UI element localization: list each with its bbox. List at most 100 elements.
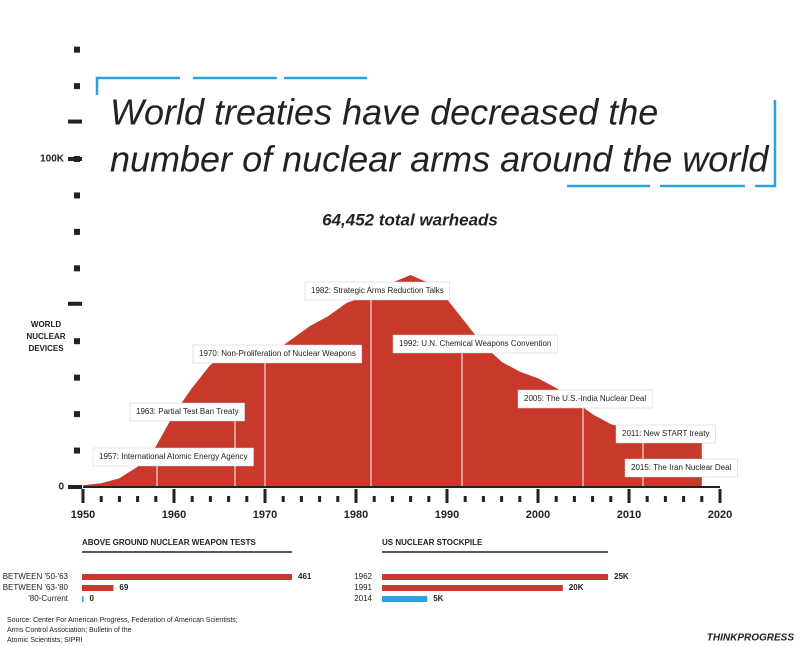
x-tick-label: 2020 bbox=[708, 509, 732, 521]
x-tick bbox=[627, 489, 631, 503]
bar-category: BETWEEN '50-'63 bbox=[3, 572, 69, 581]
x-minor-tick bbox=[409, 496, 413, 502]
y-decor bbox=[74, 46, 80, 53]
y-decor bbox=[74, 83, 80, 90]
source: Atomic Scientists; SIPRI bbox=[7, 637, 83, 644]
x-minor-tick bbox=[190, 496, 194, 502]
x-tick-label: 1950 bbox=[71, 509, 95, 521]
x-minor-tick bbox=[336, 496, 340, 502]
x-tick bbox=[718, 489, 722, 503]
y-label: WORLD bbox=[31, 320, 61, 329]
y-decor bbox=[74, 192, 80, 199]
y-decor bbox=[74, 411, 80, 418]
source: Source: Center For American Progress, Fe… bbox=[7, 617, 238, 624]
x-minor-tick bbox=[136, 496, 140, 502]
annotation: 1963: Partial Test Ban Treaty bbox=[136, 407, 239, 416]
y-label: NUCLEAR bbox=[26, 332, 65, 341]
bar bbox=[382, 585, 563, 591]
bar-value-label: 0 bbox=[90, 594, 95, 603]
subtitle: 64,452 total warheads bbox=[322, 210, 498, 229]
annotation: 2011: New START treaty bbox=[622, 429, 709, 438]
annotation: 1957: International Atomic Energy Agency bbox=[99, 452, 248, 461]
annotation-box bbox=[92, 447, 254, 467]
x-minor-tick bbox=[227, 496, 231, 502]
y-decor bbox=[74, 338, 80, 345]
title-line: World treaties have decreased the bbox=[110, 92, 658, 133]
annotation-box bbox=[615, 424, 716, 444]
title-bracket bbox=[95, 76, 777, 188]
x-minor-tick bbox=[700, 496, 704, 502]
annotation-box bbox=[624, 458, 738, 478]
x-minor-tick bbox=[299, 496, 303, 502]
annotation: 2005: The U.S.-India Nuclear Deal bbox=[524, 394, 646, 403]
y-decor bbox=[74, 447, 80, 454]
x-minor-tick bbox=[682, 496, 686, 502]
bar bbox=[382, 574, 608, 580]
x-tick-label: 1980 bbox=[344, 509, 368, 521]
annotation-box bbox=[192, 344, 363, 364]
x-minor-tick bbox=[208, 496, 212, 502]
bar-value-label: 5K bbox=[433, 594, 443, 603]
bar-category: 1962 bbox=[354, 572, 372, 581]
title-line: number of nuclear arms around the world bbox=[110, 139, 769, 180]
x-tick-label: 1990 bbox=[435, 509, 459, 521]
x-tick bbox=[445, 489, 449, 503]
x-minor-tick bbox=[427, 496, 431, 502]
source: Arms Control Association; Bulletin of th… bbox=[7, 627, 132, 634]
bar bbox=[82, 574, 292, 580]
x-tick bbox=[172, 489, 176, 503]
y-decor bbox=[74, 228, 80, 235]
y-decor bbox=[74, 265, 80, 272]
annotation-box bbox=[304, 281, 451, 301]
annotation: 1982: Strategic Arms Reduction Talks bbox=[311, 286, 444, 295]
x-minor-tick bbox=[117, 496, 121, 502]
section-title: US NUCLEAR STOCKPILE bbox=[382, 538, 483, 547]
x-minor-tick bbox=[318, 496, 322, 502]
x-tick-label: 1970 bbox=[253, 509, 277, 521]
y-decor bbox=[74, 374, 80, 381]
y-tick bbox=[68, 485, 82, 489]
x-minor-tick bbox=[500, 496, 504, 502]
annotation-box bbox=[392, 334, 558, 354]
x-minor-tick bbox=[554, 496, 558, 502]
bar-category: BETWEEN '63-'80 bbox=[3, 583, 69, 592]
x-tick-label: 2010 bbox=[617, 509, 641, 521]
x-minor-tick bbox=[372, 496, 376, 502]
annotation-box bbox=[517, 389, 653, 409]
logo: THINKPROGRESS bbox=[707, 633, 795, 644]
x-tick-label: 2000 bbox=[526, 509, 550, 521]
bar-value-label: 25K bbox=[614, 572, 629, 581]
y-decor bbox=[68, 301, 82, 306]
bar-value-label: 461 bbox=[298, 572, 312, 581]
annotation: 1970: Non-Proliferation of Nuclear Weapo… bbox=[199, 349, 356, 358]
x-tick-label: 1960 bbox=[162, 509, 186, 521]
y-tick-label: 100K bbox=[40, 154, 65, 165]
x-minor-tick bbox=[481, 496, 485, 502]
y-tick-label: 0 bbox=[58, 482, 64, 493]
section-title: ABOVE GROUND NUCLEAR WEAPON TESTS bbox=[82, 538, 256, 547]
x-minor-tick bbox=[463, 496, 467, 502]
bar-category: '80-Current bbox=[28, 594, 69, 603]
bar bbox=[82, 585, 114, 591]
x-minor-tick bbox=[609, 496, 613, 502]
x-minor-tick bbox=[281, 496, 285, 502]
annotation-box bbox=[129, 402, 245, 422]
x-minor-tick bbox=[663, 496, 667, 502]
bar-category: 2014 bbox=[354, 594, 372, 603]
x-minor-tick bbox=[390, 496, 394, 502]
y-label: DEVICES bbox=[28, 344, 64, 353]
x-minor-tick bbox=[645, 496, 649, 502]
y-tick bbox=[68, 157, 82, 161]
x-minor-tick bbox=[572, 496, 576, 502]
x-tick bbox=[354, 489, 358, 503]
bar bbox=[82, 596, 84, 602]
x-minor-tick bbox=[154, 496, 158, 502]
y-decor bbox=[68, 119, 82, 124]
annotation: 1992: U.N. Chemical Weapons Convention bbox=[399, 339, 551, 348]
x-minor-tick bbox=[99, 496, 103, 502]
x-minor-tick bbox=[518, 496, 522, 502]
x-tick bbox=[263, 489, 267, 503]
area bbox=[83, 275, 702, 487]
annotation: 2015: The Iran Nuclear Deal bbox=[631, 463, 732, 472]
